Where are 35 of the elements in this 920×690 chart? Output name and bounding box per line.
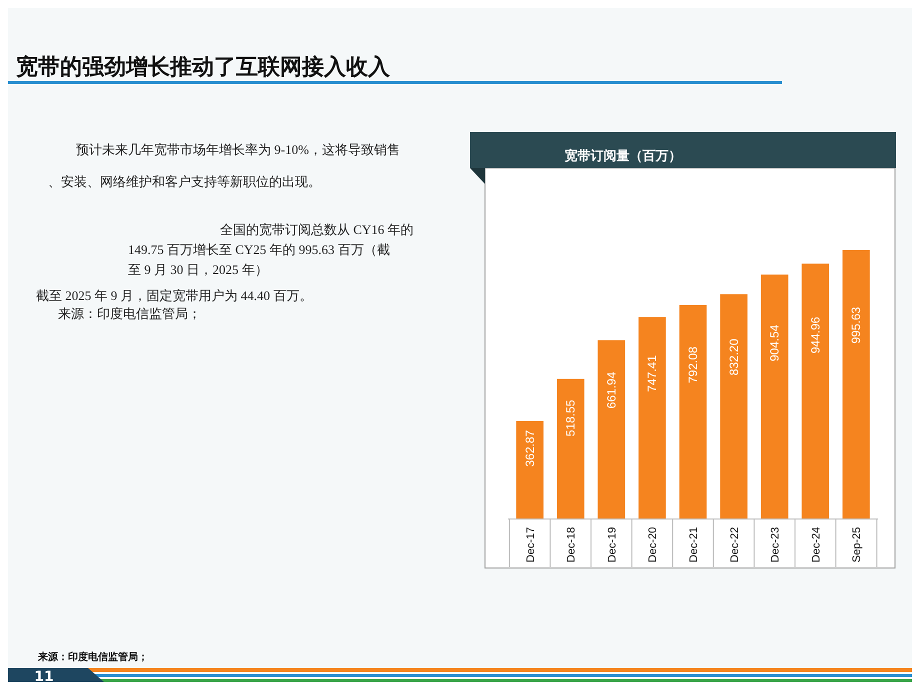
data-label: 832.20 bbox=[726, 338, 741, 376]
bar bbox=[760, 274, 788, 519]
data-label: 792.08 bbox=[686, 346, 700, 384]
bar bbox=[802, 264, 830, 519]
x-tick-label: Dec-20 bbox=[647, 527, 660, 562]
data-label: 661.94 bbox=[604, 372, 618, 409]
text: 预计未来几年宽带市场年增长率为 9-10%，这将导致销售、安装、网络维护和客户支持等新职位的出现。 bbox=[48, 142, 400, 189]
bar bbox=[842, 250, 870, 519]
x-tick-label: Dec-18 bbox=[566, 527, 578, 562]
x-tick-label: Dec-22 bbox=[728, 527, 741, 562]
bar bbox=[516, 420, 544, 519]
source-note: 来源：印度电信监管局； bbox=[58, 306, 201, 321]
bar bbox=[720, 294, 748, 519]
bar bbox=[556, 378, 584, 519]
data-label: 944.96 bbox=[808, 316, 822, 354]
x-tick-label: Dec-23 bbox=[770, 527, 782, 562]
data-label: 995.63 bbox=[849, 306, 864, 344]
data-label: 747.41 bbox=[645, 354, 660, 392]
text: 截至 2025 年 9 月，固定宽带用户为 44.40 百万。 bbox=[36, 288, 312, 303]
x-tick-label: Dec-24 bbox=[810, 527, 822, 562]
source-note: 来源：印度电信监管局； bbox=[37, 651, 148, 663]
chart-title: 宽带订阅量（百万） bbox=[564, 148, 682, 164]
x-tick-label: Dec-21 bbox=[688, 527, 700, 562]
data-label: 904.54 bbox=[768, 324, 782, 362]
text: 全国的宽带订阅总数从 CY16 年的 149.75 百万增长至 CY25 年的 995.63 百万（截至 9 月 30 日，2025 年） bbox=[128, 222, 414, 277]
x-tick-label: Dec-19 bbox=[606, 527, 618, 562]
x-tick-label: Dec-17 bbox=[524, 527, 537, 562]
text: 宽带的强劲增长推动了互联网接入收入 bbox=[16, 54, 391, 80]
bar bbox=[638, 317, 666, 519]
bar bbox=[679, 304, 707, 519]
bar bbox=[598, 340, 626, 519]
data-label: 362.87 bbox=[522, 430, 537, 467]
x-tick-label: Sep-25 bbox=[851, 527, 864, 562]
text: 11 bbox=[34, 669, 54, 685]
data-label: 518.55 bbox=[564, 399, 578, 436]
